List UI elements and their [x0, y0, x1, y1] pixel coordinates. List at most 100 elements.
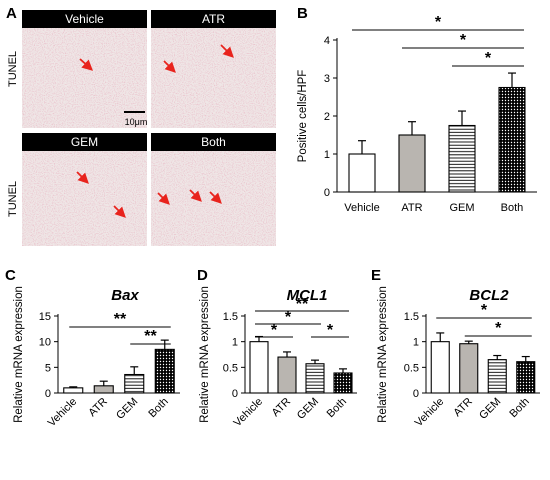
title-bar: [22, 10, 147, 28]
panel-letter: E: [371, 267, 381, 284]
micrograph-both: Both: [151, 133, 276, 246]
y-tick-label: 1.5: [404, 311, 419, 323]
y-tick-label: 1: [413, 337, 419, 349]
y-tick-label: 0.5: [223, 362, 238, 374]
chart-title: Bax: [111, 287, 139, 304]
x-tick-label: ATR: [401, 202, 422, 214]
bar-vehicle: [63, 387, 84, 394]
red-arrow-icon: [113, 205, 126, 218]
bar-vehicle: [249, 341, 269, 394]
y-tick-label: 1: [324, 149, 330, 161]
bar-vehicle: [430, 341, 450, 394]
x-tick-label: Both: [146, 396, 170, 420]
bar-vehicle: [348, 153, 376, 193]
significance-label: *: [495, 320, 502, 337]
panel-letter: B: [297, 5, 308, 22]
bar-atr: [277, 356, 297, 394]
red-arrow-icon: [79, 58, 93, 71]
significance-label: *: [327, 322, 334, 339]
tissue-texture: [22, 151, 147, 246]
chart-panel-c: C Bax 0 5 10 15 Relative mRNA expression Vehicl…: [5, 267, 180, 429]
y-tick-label: 0: [45, 388, 51, 400]
x-tick-label: GEM: [114, 396, 140, 422]
significance-label: *: [271, 322, 278, 339]
bar-both: [154, 348, 175, 394]
bar-gem: [305, 363, 325, 394]
significance-label: *: [285, 309, 292, 326]
image-title: GEM: [71, 135, 98, 149]
x-tick-label: ATR: [451, 396, 475, 420]
scale-bar-label: 10μm: [125, 117, 148, 127]
y-tick-label: 1.5: [223, 311, 238, 323]
micrograph-gem: GEM: [22, 133, 147, 246]
y-axis-label: Relative mRNA expression: [13, 286, 25, 423]
x-tick-label: Both: [507, 396, 531, 420]
y-tick-label: 10: [39, 337, 51, 349]
panel-letter: D: [197, 267, 208, 284]
significance-label: *: [435, 14, 442, 31]
bar-gem: [487, 359, 507, 394]
significance-label: **: [114, 311, 127, 328]
bar-both: [333, 372, 353, 394]
title-bar: [22, 133, 147, 151]
chart-panel-d: D MCL1 0 0.5 1 1.5 Relative mRNA expression Veh…: [197, 267, 357, 429]
row-label-tunel: TUNEL: [7, 51, 19, 87]
bar-both: [516, 361, 536, 394]
panel-letter: C: [5, 267, 16, 284]
chart-panel-e: E BCL2 0 0.5 1 1.5 Relative mRNA expression Veh…: [371, 267, 540, 429]
image-title: Both: [201, 135, 226, 149]
y-axis-label: Relative mRNA expression: [377, 286, 389, 423]
title-bar: [151, 10, 276, 28]
red-arrow-icon: [76, 171, 89, 184]
y-tick-label: 1: [232, 337, 238, 349]
red-arrow-icon: [157, 192, 170, 205]
x-tick-label: ATR: [86, 396, 110, 420]
y-tick-label: 0: [413, 388, 419, 400]
row-label-tunel: TUNEL: [7, 181, 19, 217]
red-arrow-icon: [220, 44, 234, 58]
x-tick-label: Vehicle: [46, 396, 80, 430]
y-tick-label: 4: [324, 35, 330, 47]
y-tick-label: 0: [324, 187, 330, 199]
x-tick-label: ATR: [270, 396, 294, 420]
tissue-texture: [151, 151, 276, 246]
significance-label: **: [296, 296, 309, 313]
y-axis-label: Relative mRNA expression: [199, 286, 211, 423]
significance-label: *: [460, 32, 467, 49]
chart-title: BCL2: [469, 287, 509, 304]
y-tick-label: 2: [324, 111, 330, 123]
title-bar: [151, 133, 276, 151]
x-tick-label: Both: [325, 396, 349, 420]
x-tick-label: Vehicle: [344, 202, 379, 214]
x-tick-label: Vehicle: [413, 396, 447, 430]
panel-a: A Vehicle 10μm ATR GEM: [6, 5, 276, 246]
x-tick-label: GEM: [477, 396, 503, 422]
significance-label: *: [485, 50, 492, 67]
y-axis-label: Positive cells/HPF: [297, 70, 309, 163]
image-title: Vehicle: [65, 12, 104, 26]
bar-gem: [124, 373, 145, 394]
x-tick-label: GEM: [295, 396, 321, 422]
image-title: ATR: [202, 12, 225, 26]
red-arrow-icon: [163, 60, 176, 73]
y-tick-label: 0.5: [404, 362, 419, 374]
bar-atr: [398, 134, 426, 193]
significance-label: **: [144, 328, 157, 345]
red-arrow-icon: [189, 189, 202, 202]
bar-both: [498, 86, 526, 193]
y-tick-label: 5: [45, 362, 51, 374]
x-tick-label: Vehicle: [232, 396, 266, 430]
bar-atr: [459, 343, 479, 394]
x-tick-label: GEM: [449, 202, 474, 214]
chart-title: MCL1: [287, 287, 328, 304]
micrograph-atr: ATR: [151, 10, 276, 128]
bar-atr: [93, 385, 114, 394]
y-tick-label: 3: [324, 73, 330, 85]
x-tick-label: Both: [501, 202, 524, 214]
red-arrow-icon: [209, 191, 222, 204]
bar-gem: [448, 124, 476, 193]
y-tick-label: 15: [39, 311, 51, 323]
micrograph-vehicle: Vehicle 10μm: [22, 10, 147, 128]
